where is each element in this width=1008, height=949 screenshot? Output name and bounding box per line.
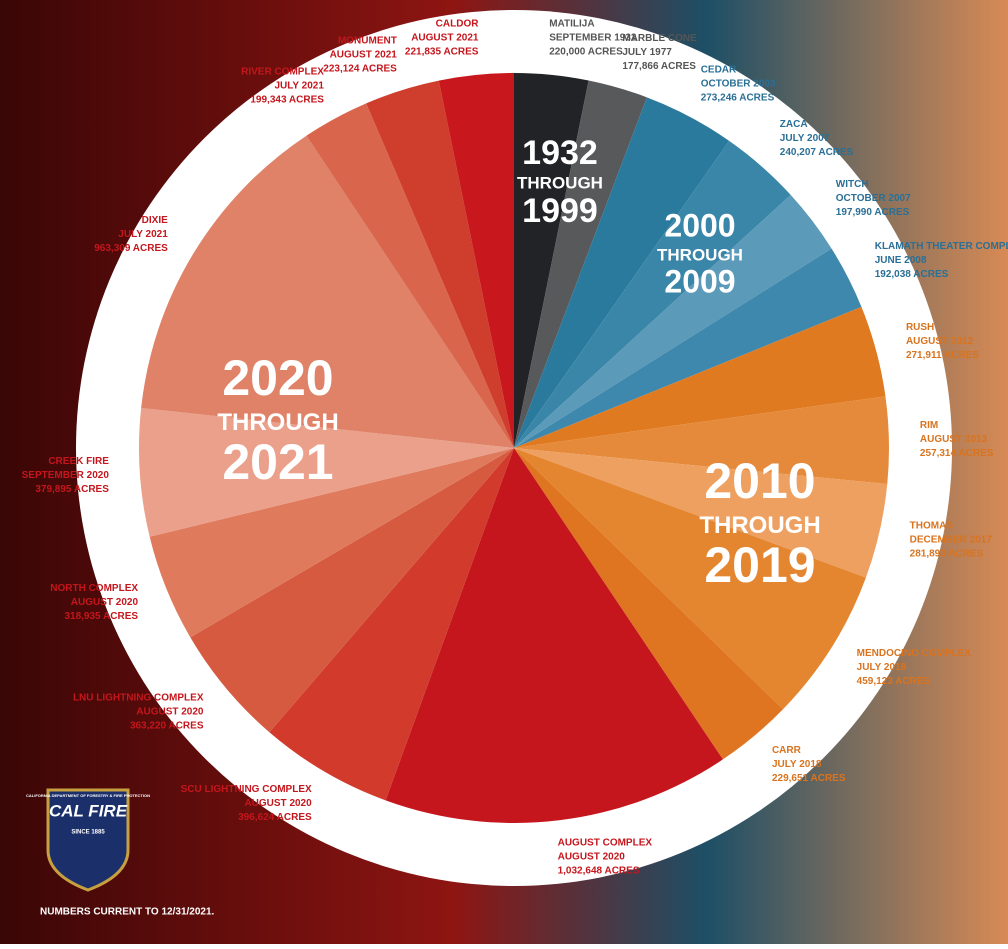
slice-label-value-labels: 197,990 ACRES (836, 207, 910, 218)
group-label: 1932 (522, 134, 598, 172)
slice-label-categories: WITCH (836, 179, 869, 190)
slice-label-dates: JULY 2018 (772, 759, 822, 770)
group-label: THROUGH (517, 173, 603, 192)
slice-label-dates: JULY 2007 (780, 133, 830, 144)
logo-since: SINCE 1885 (71, 830, 105, 836)
slice-label-dates: AUGUST 2020 (136, 706, 204, 717)
slice-label-categories: THOMAS (910, 520, 954, 531)
slice-label-value-labels: 963,309 ACRES (94, 243, 168, 254)
group-label: 1999 (522, 192, 598, 230)
slice-label-categories: ZACA (780, 119, 808, 130)
slice-label-categories: AUGUST COMPLEX (558, 838, 653, 849)
slice-label-categories: CREEK FIRE (48, 456, 109, 467)
group-label: 2021 (222, 434, 333, 490)
slice-label-dates: JULY 2021 (118, 229, 168, 240)
slice-label-categories: MONUMENT (338, 35, 397, 46)
slice-label-categories: RIVER COMPLEX (241, 66, 324, 77)
slice-label-dates: JULY 2021 (274, 80, 324, 91)
slice-label-value-labels: 273,246 ACRES (701, 92, 775, 103)
slice-label-categories: RUSH (906, 322, 934, 333)
slice-label-categories: LNU LIGHTNING COMPLEX (73, 692, 204, 703)
slice-label-dates: AUGUST 2020 (244, 798, 312, 809)
slice-label-value-labels: 318,935 ACRES (64, 611, 138, 622)
slice-label-categories: CEDAR (701, 64, 737, 75)
chart: MATILIJASEPTEMBER 1932220,000 ACRESMARBL… (0, 0, 1008, 944)
slice-label-value-labels: 1,032,648 ACRES (558, 866, 640, 877)
slice-label-value-labels: 396,624 ACRES (238, 812, 312, 823)
slice-label-value-labels: 177,866 ACRES (622, 61, 696, 72)
slice-label-value-labels: 229,651 ACRES (772, 773, 846, 784)
slice-label-dates: OCTOBER 2007 (836, 193, 911, 204)
slice-label-value-labels: 199,343 ACRES (250, 94, 324, 105)
slice-label-dates: AUGUST 2021 (411, 33, 479, 44)
slice-label-categories: DIXIE (142, 215, 168, 226)
group-label: THROUGH (657, 245, 743, 264)
slice-label-categories: SCU LIGHTNING COMPLEX (181, 784, 312, 795)
group-label: 2010 (704, 453, 815, 509)
slice-label-dates: DECEMBER 2017 (910, 534, 993, 545)
slice-label-dates: OCTOBER 2003 (701, 78, 776, 89)
slice-label-value-labels: 223,124 ACRES (323, 63, 397, 74)
logo-agency: CALIFORNIA DEPARTMENT OF FORESTRY & FIRE… (26, 793, 150, 798)
slice-label-dates: AUGUST 2012 (906, 336, 974, 347)
slice-label-value-labels: 363,220 ACRES (130, 720, 204, 731)
slice-label-dates: JUNE 2008 (875, 255, 927, 266)
slice-label-dates: AUGUST 2013 (920, 434, 988, 445)
slice-label-value-labels: 459,123 ACRES (857, 676, 931, 687)
slice-label-dates: AUGUST 2020 (558, 852, 626, 863)
footnote: NUMBERS CURRENT TO 12/31/2021. (40, 907, 215, 918)
slice-label-value-labels: 220,000 ACRES (549, 47, 623, 58)
logo-name: CAL FIRE (49, 801, 128, 820)
slice-label-dates: JULY 2018 (857, 662, 907, 673)
slice-label-categories: MATILIJA (549, 19, 594, 30)
slice-label-dates: JULY 1977 (622, 47, 672, 58)
slice-label-categories: MARBLE CONE (622, 33, 697, 44)
slice-label-categories: MENDOCINO COMPLEX (857, 648, 972, 659)
group-label: 2019 (704, 537, 815, 593)
group-label: 2000 (664, 207, 735, 243)
slice-label-categories: NORTH COMPLEX (50, 583, 138, 594)
group-label: 2009 (664, 263, 735, 299)
slice-label-value-labels: 257,314 ACRES (920, 448, 994, 459)
slice-label-value-labels: 240,207 ACRES (780, 147, 854, 158)
slice-label-dates: SEPTEMBER 2020 (22, 470, 110, 481)
slice-label-categories: CARR (772, 745, 802, 756)
slice-label-categories: CALDOR (436, 19, 480, 30)
slice-label-categories: RIM (920, 420, 938, 431)
slice-label-value-labels: 379,895 ACRES (35, 484, 109, 495)
slice-label-dates: AUGUST 2021 (330, 49, 398, 60)
slice-label-value-labels: 192,038 ACRES (875, 269, 949, 280)
slice-label-value-labels: 271,911 ACRES (906, 350, 979, 361)
group-label: THROUGH (699, 512, 820, 539)
slice-label-value-labels: 221,835 ACRES (405, 47, 479, 58)
group-label: THROUGH (217, 409, 338, 436)
slice-label-dates: AUGUST 2020 (71, 597, 139, 608)
slice-label-categories: KLAMATH THEATER COMPLEX (875, 241, 1008, 252)
group-label: 2020 (222, 350, 333, 406)
slice-label-value-labels: 281,893 ACRES (910, 548, 984, 559)
